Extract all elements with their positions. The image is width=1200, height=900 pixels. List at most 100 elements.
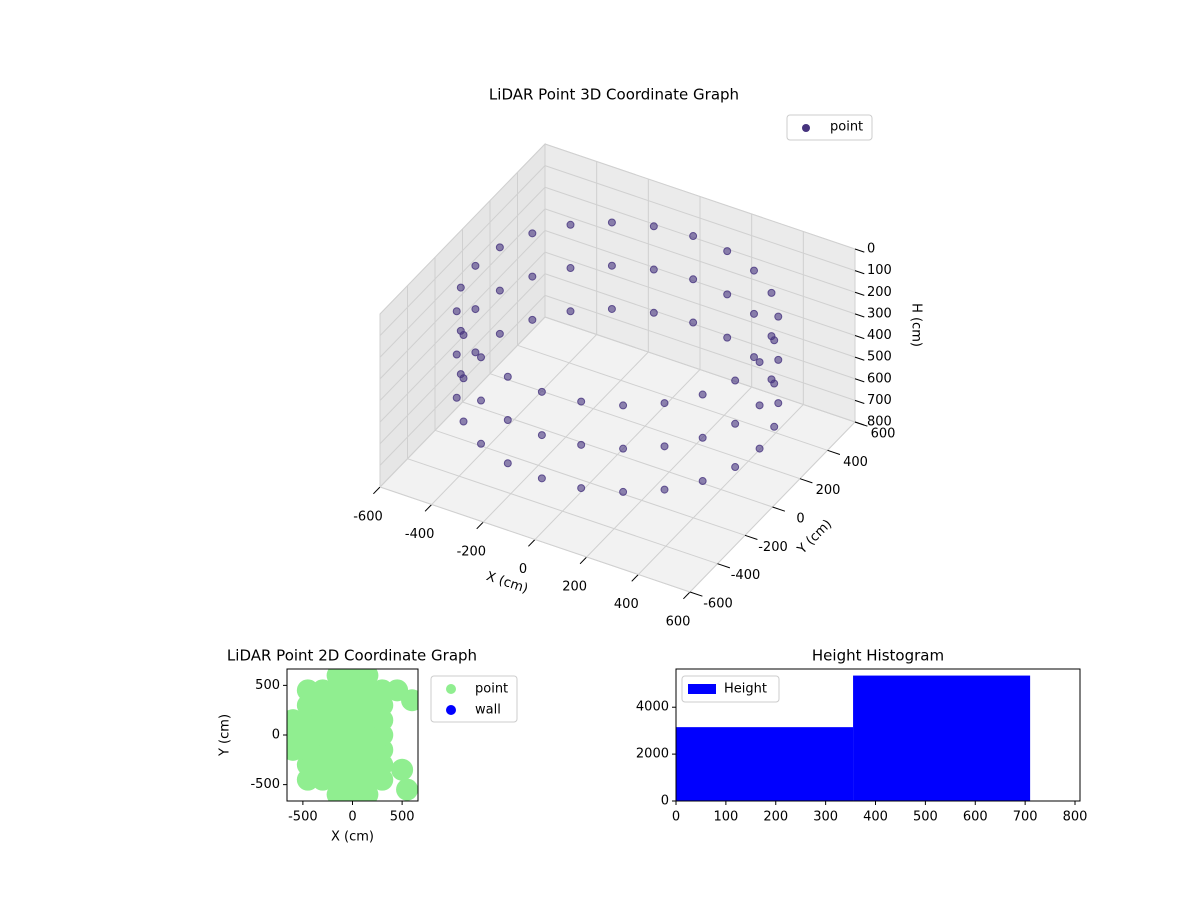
point (723, 333, 732, 342)
x-tick-label: 300 (813, 810, 838, 825)
x-tick-label: -500 (288, 810, 318, 825)
point (749, 309, 758, 318)
point (619, 487, 628, 496)
tick-mark (772, 506, 786, 512)
point (660, 485, 669, 494)
x-tick-label: -600 (353, 510, 383, 525)
tick-mark (827, 449, 841, 456)
point (566, 307, 575, 316)
grid-line (379, 486, 691, 593)
point (528, 272, 537, 281)
point (723, 290, 732, 299)
point (471, 348, 480, 357)
point (774, 312, 783, 321)
point (471, 261, 480, 270)
legend-box (786, 114, 873, 141)
tick-mark (683, 591, 691, 600)
z-tick-label: 300 (867, 306, 892, 321)
tick-mark (744, 534, 758, 541)
grid-line (544, 251, 856, 358)
point (456, 370, 465, 379)
point (477, 396, 486, 405)
x-tick-label: 0 (348, 810, 356, 825)
point (452, 350, 461, 359)
legend-label: point (830, 120, 863, 135)
point (698, 433, 707, 442)
point (577, 484, 586, 493)
y-tick-label: -600 (703, 597, 733, 612)
grid-line (517, 344, 828, 451)
bar (853, 675, 1031, 801)
tick-mark (717, 563, 731, 569)
point (452, 307, 461, 316)
y-tick-label: 200 (816, 483, 841, 498)
point (456, 283, 465, 292)
point (649, 265, 658, 274)
point (456, 326, 465, 335)
tick-mark (854, 248, 865, 253)
point (495, 243, 504, 252)
point (607, 261, 616, 270)
point (731, 463, 740, 472)
point (477, 439, 486, 448)
x-axis-label: X (cm) (331, 830, 374, 845)
x-tick-label: 700 (1013, 810, 1038, 825)
point (391, 758, 414, 781)
y-tick-label: 600 (871, 427, 896, 442)
point (471, 305, 480, 314)
y-tick-label: 400 (843, 455, 868, 470)
point (723, 247, 732, 256)
tick-mark (424, 504, 433, 512)
x-tick-label: 600 (963, 810, 988, 825)
point (619, 401, 628, 410)
point (731, 376, 740, 385)
point (401, 689, 418, 712)
legend-marker (802, 124, 810, 132)
point (698, 390, 707, 399)
point (689, 275, 698, 284)
point (698, 477, 707, 486)
legend-label: wall (475, 703, 501, 718)
z-tick-label: 100 (867, 263, 892, 278)
grid-line (544, 316, 856, 423)
tick-mark (854, 399, 865, 404)
grid-line (379, 208, 546, 380)
point (503, 415, 512, 424)
grid-line (462, 401, 773, 508)
chart-title: LiDAR Point 2D Coordinate Graph (227, 647, 477, 665)
point (577, 440, 586, 449)
tick-mark (373, 486, 381, 495)
grid-line (544, 294, 856, 401)
grid-line (544, 165, 856, 272)
grid-line (544, 273, 856, 380)
point (767, 375, 776, 384)
point (528, 315, 537, 324)
point (731, 419, 740, 428)
point (452, 393, 461, 402)
x-tick-label: -400 (405, 527, 435, 542)
grid-line (379, 186, 546, 358)
point (503, 372, 512, 381)
z-tick-label: 500 (867, 350, 892, 365)
z-axis-label: H (cm) (909, 303, 924, 347)
point (607, 304, 616, 313)
tick-mark (854, 421, 865, 426)
legend-label: Height (724, 682, 767, 697)
legend-marker (446, 684, 456, 694)
y-tick-label: -400 (731, 568, 761, 583)
point (749, 353, 758, 362)
z-tick-label: 700 (867, 393, 892, 408)
tick-mark (579, 556, 588, 565)
y-tick-label: 4000 (636, 700, 669, 715)
point (566, 220, 575, 229)
grid-line (379, 316, 546, 488)
tick-mark (631, 574, 639, 582)
tick-mark (854, 378, 865, 383)
x-tick-label: -200 (457, 545, 487, 560)
point (749, 266, 758, 275)
x-tick-label: 500 (913, 810, 938, 825)
point (660, 399, 669, 408)
legend-box (430, 675, 518, 723)
point (755, 358, 764, 367)
z-tick-label: 0 (867, 242, 875, 257)
